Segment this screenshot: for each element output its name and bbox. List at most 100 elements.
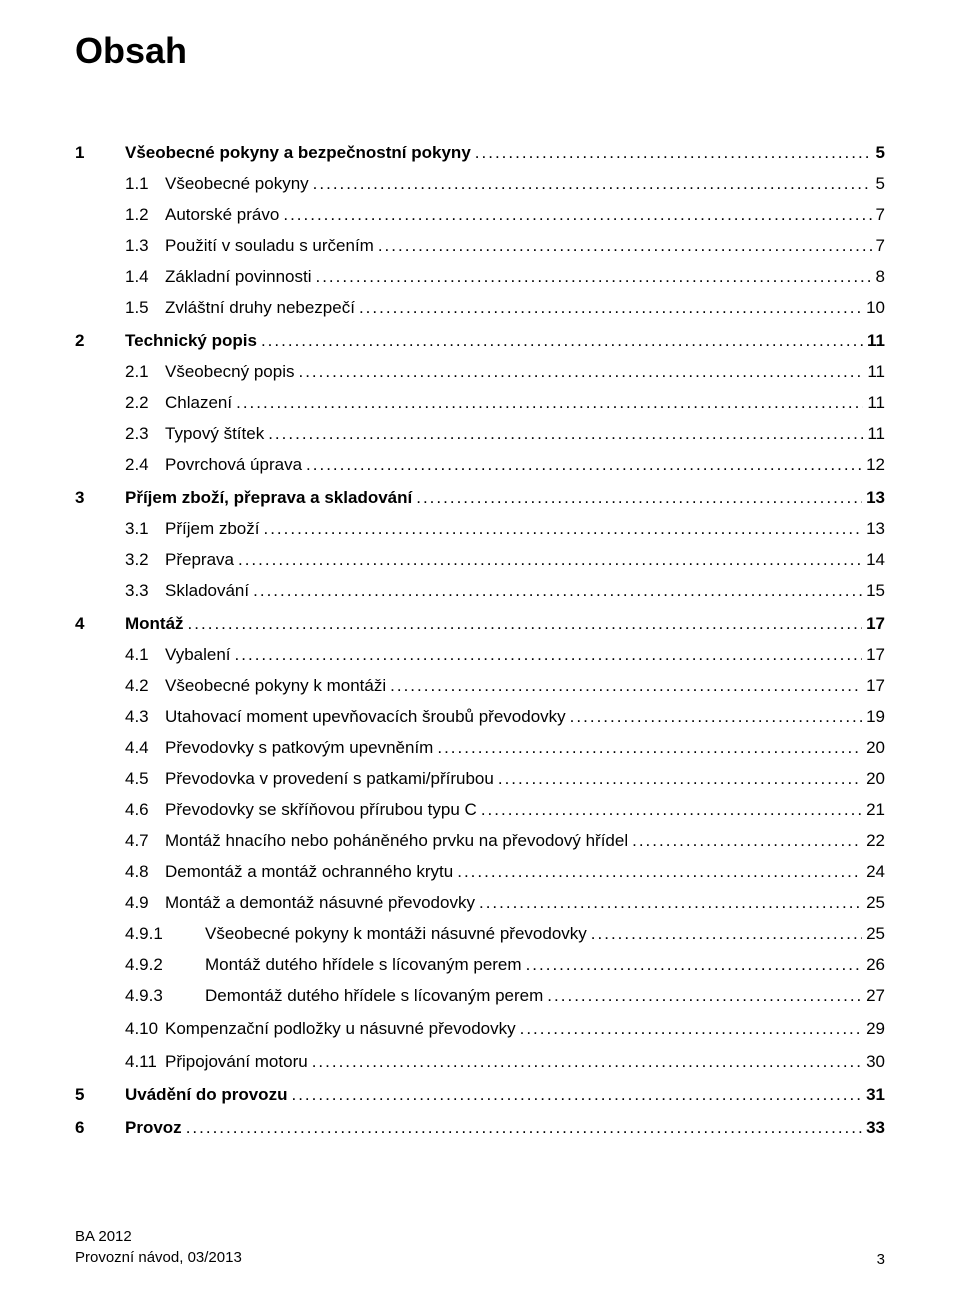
toc-title: Povrchová úprava — [165, 456, 304, 473]
toc-number: 6 — [75, 1119, 125, 1136]
toc-row: 2Technický popis 11 — [75, 332, 885, 349]
toc-leader — [313, 268, 871, 285]
toc-row: 4.9.2Montáž dutého hřídele s lícovaným p… — [75, 956, 885, 973]
toc-title: Přeprava — [165, 551, 236, 568]
toc-number: 1.4 — [75, 268, 165, 285]
toc-row: 4.1Vybalení 17 — [75, 646, 885, 663]
toc-number: 2 — [75, 332, 125, 349]
toc-number: 4.8 — [75, 863, 165, 880]
toc-row: 4.8Demontáž a montáž ochranného krytu 24 — [75, 863, 885, 880]
toc-row: 4.2Všeobecné pokyny k montáži 17 — [75, 677, 885, 694]
toc-leader — [414, 489, 862, 506]
toc-leader — [477, 894, 862, 911]
toc-leader — [261, 520, 862, 537]
toc-number: 4.9.1 — [75, 925, 205, 942]
toc-leader — [435, 739, 862, 756]
toc-row: 2.1Všeobecný popis 11 — [75, 363, 885, 380]
toc-number: 4.9.2 — [75, 956, 205, 973]
toc-leader — [304, 456, 862, 473]
toc-row: 2.2Chlazení 11 — [75, 394, 885, 411]
toc-page: 20 — [862, 770, 885, 787]
toc-leader — [496, 770, 862, 787]
toc-leader — [357, 299, 862, 316]
toc-row: 3.3Skladování 15 — [75, 582, 885, 599]
toc-row: 4Montáž 17 — [75, 615, 885, 632]
toc-page: 7 — [872, 206, 885, 223]
toc-number: 4.10 — [75, 1020, 165, 1037]
toc-page: 17 — [862, 615, 885, 632]
toc-title: Uvádění do provozu — [125, 1086, 289, 1103]
toc-leader — [236, 551, 862, 568]
toc-title: Montáž — [125, 615, 186, 632]
toc-leader — [184, 1119, 862, 1136]
toc-title: Všeobecné pokyny — [165, 175, 311, 192]
toc-number: 4.5 — [75, 770, 165, 787]
toc-row: 1.2Autorské právo 7 — [75, 206, 885, 223]
toc-number: 1.3 — [75, 237, 165, 254]
toc-row: 5Uvádění do provozu 31 — [75, 1086, 885, 1103]
toc-leader — [545, 987, 862, 1004]
toc-row: 1.3Použití v souladu s určením 7 — [75, 237, 885, 254]
toc-page: 7 — [872, 237, 885, 254]
toc-leader — [630, 832, 862, 849]
toc-number: 4 — [75, 615, 125, 632]
toc-page: 8 — [872, 268, 885, 285]
toc-title: Všeobecné pokyny k montáži — [165, 677, 388, 694]
toc-title: Skladování — [165, 582, 251, 599]
toc-title: Vybalení — [165, 646, 233, 663]
footer-doc-version: Provozní návod, 03/2013 — [75, 1247, 242, 1268]
toc-row: 6Provoz 33 — [75, 1119, 885, 1136]
footer-page-number: 3 — [877, 1251, 885, 1268]
toc-leader — [311, 175, 872, 192]
toc-number: 1.2 — [75, 206, 165, 223]
toc-leader — [281, 206, 871, 223]
toc-title: Převodovky se skříňovou přírubou typu C — [165, 801, 479, 818]
toc-page: 5 — [872, 144, 885, 161]
toc-page: 12 — [862, 456, 885, 473]
toc-title: Typový štítek — [165, 425, 266, 442]
toc-title: Všeobecné pokyny k montáži násuvné převo… — [205, 925, 589, 942]
toc-row: 4.11Připojování motoru 30 — [75, 1053, 885, 1070]
toc-page: 11 — [863, 394, 885, 411]
toc-page: 11 — [863, 425, 885, 442]
toc-number: 2.1 — [75, 363, 165, 380]
toc-title: Základní povinnosti — [165, 268, 313, 285]
toc-title: Utahovací moment upevňovacích šroubů pře… — [165, 708, 568, 725]
toc-page: 11 — [863, 363, 885, 380]
toc-page: 31 — [862, 1086, 885, 1103]
toc-leader — [388, 677, 862, 694]
toc-number: 3 — [75, 489, 125, 506]
toc-title: Demontáž a montáž ochranného krytu — [165, 863, 455, 880]
toc-number: 4.7 — [75, 832, 165, 849]
toc-title: Chlazení — [165, 394, 234, 411]
toc-number: 2.3 — [75, 425, 165, 442]
toc-page: 10 — [862, 299, 885, 316]
toc-number: 3.1 — [75, 520, 165, 537]
toc-number: 4.2 — [75, 677, 165, 694]
toc-title: Všeobecné pokyny a bezpečnostní pokyny — [125, 144, 473, 161]
toc-row: 4.10Kompenzační podložky u násuvné převo… — [75, 1020, 885, 1037]
toc-title: Montáž dutého hřídele s lícovaným perem — [205, 956, 524, 973]
toc-row: 4.9.3Demontáž dutého hřídele s lícovaným… — [75, 987, 885, 1004]
toc-page: 14 — [862, 551, 885, 568]
toc-title: Příjem zboží, přeprava a skladování — [125, 489, 414, 506]
toc-page: 5 — [872, 175, 885, 192]
toc-row: 1.1Všeobecné pokyny 5 — [75, 175, 885, 192]
toc-row: 4.4Převodovky s patkovým upevněním 20 — [75, 739, 885, 756]
toc-leader — [289, 1086, 862, 1103]
footer-doc-code: BA 2012 — [75, 1226, 242, 1247]
footer-left: BA 2012 Provozní návod, 03/2013 — [75, 1226, 242, 1268]
toc-number: 4.4 — [75, 739, 165, 756]
toc-page: 30 — [862, 1053, 885, 1070]
toc-row: 3.1Příjem zboží 13 — [75, 520, 885, 537]
toc-page: 11 — [863, 332, 885, 349]
toc-page: 15 — [862, 582, 885, 599]
toc-page: 17 — [862, 677, 885, 694]
toc-title: Autorské právo — [165, 206, 281, 223]
toc-number: 2.4 — [75, 456, 165, 473]
toc-number: 4.1 — [75, 646, 165, 663]
toc-row: 4.9Montáž a demontáž násuvné převodovky … — [75, 894, 885, 911]
toc-leader — [266, 425, 863, 442]
toc-row: 2.4Povrchová úprava 12 — [75, 456, 885, 473]
toc-page: 27 — [862, 987, 885, 1004]
